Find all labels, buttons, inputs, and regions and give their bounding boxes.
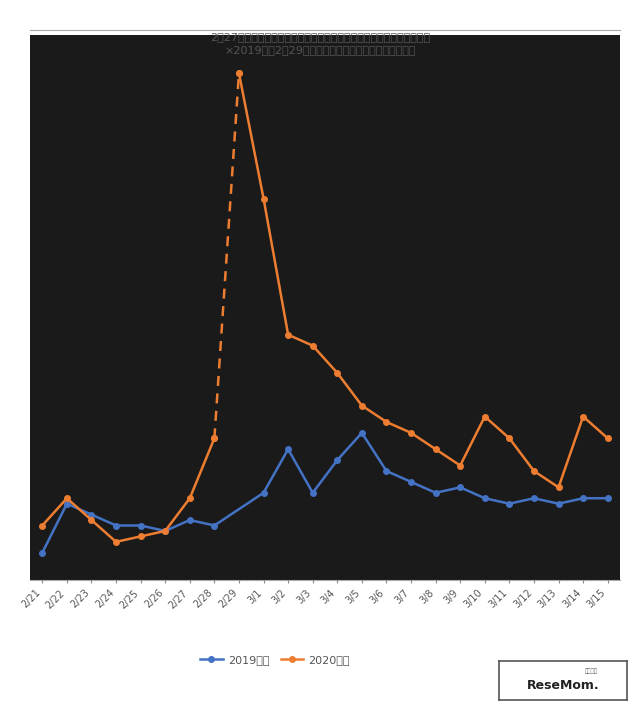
Text: ReseMom.: ReseMom.: [527, 679, 600, 691]
Legend: 2019年度, 2020年度: 2019年度, 2020年度: [196, 650, 355, 670]
Text: 2月27日の臨時休校の要請後における連絡網の利用者数（学校・教育）
×2019年は2月29日が存在しないため数値カウントなし: 2月27日の臨時休校の要請後における連絡網の利用者数（学校・教育） ×2019年…: [210, 32, 430, 55]
Text: リセマム: リセマム: [585, 668, 598, 674]
